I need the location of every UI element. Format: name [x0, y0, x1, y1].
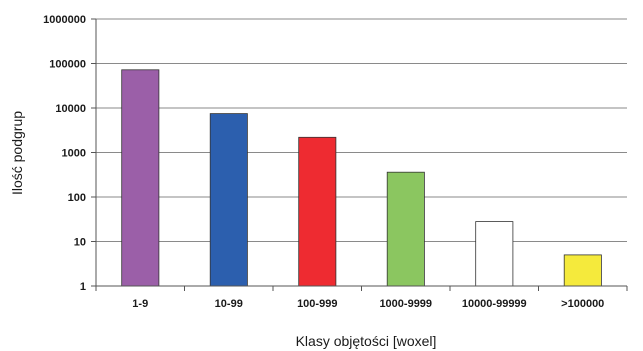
- y-tick-label: 10: [74, 237, 86, 249]
- bar-4: [386, 171, 425, 287]
- bar-1: [121, 69, 160, 287]
- x-tick-labels: 1-9 10-99 100-999 1000-9999 10000-99999 >1000…: [132, 298, 604, 310]
- y-tick-label: 100000: [49, 59, 86, 71]
- bar-3: [298, 136, 337, 287]
- gridlines: [96, 18, 627, 242]
- bars: [121, 69, 602, 287]
- x-tick-label: 1-9: [132, 298, 148, 310]
- y-axis-title: Ilość podgrup: [9, 111, 25, 195]
- x-tick-label: 1000-9999: [379, 298, 432, 310]
- y-tick-label: 100: [68, 192, 86, 204]
- bar-2: [209, 113, 248, 287]
- x-tick-label: >100000: [561, 298, 604, 310]
- x-axis-title: Klasy objętości [woxel]: [296, 333, 437, 349]
- bar-6: [563, 254, 602, 287]
- bar-5: [475, 221, 514, 287]
- y-tick-label: 10000: [55, 103, 86, 115]
- y-tick-labels: 1 10 100 1000 10000 100000 1000000: [43, 14, 86, 293]
- y-tick-label: 1000000: [43, 14, 86, 26]
- y-tick-label: 1000: [62, 148, 86, 160]
- x-tick-label: 100-999: [297, 298, 337, 310]
- x-tick-label: 10-99: [215, 298, 243, 310]
- y-tick-label: 1: [80, 281, 86, 293]
- x-tick-label: 10000-99999: [462, 298, 527, 310]
- axes: [91, 18, 628, 291]
